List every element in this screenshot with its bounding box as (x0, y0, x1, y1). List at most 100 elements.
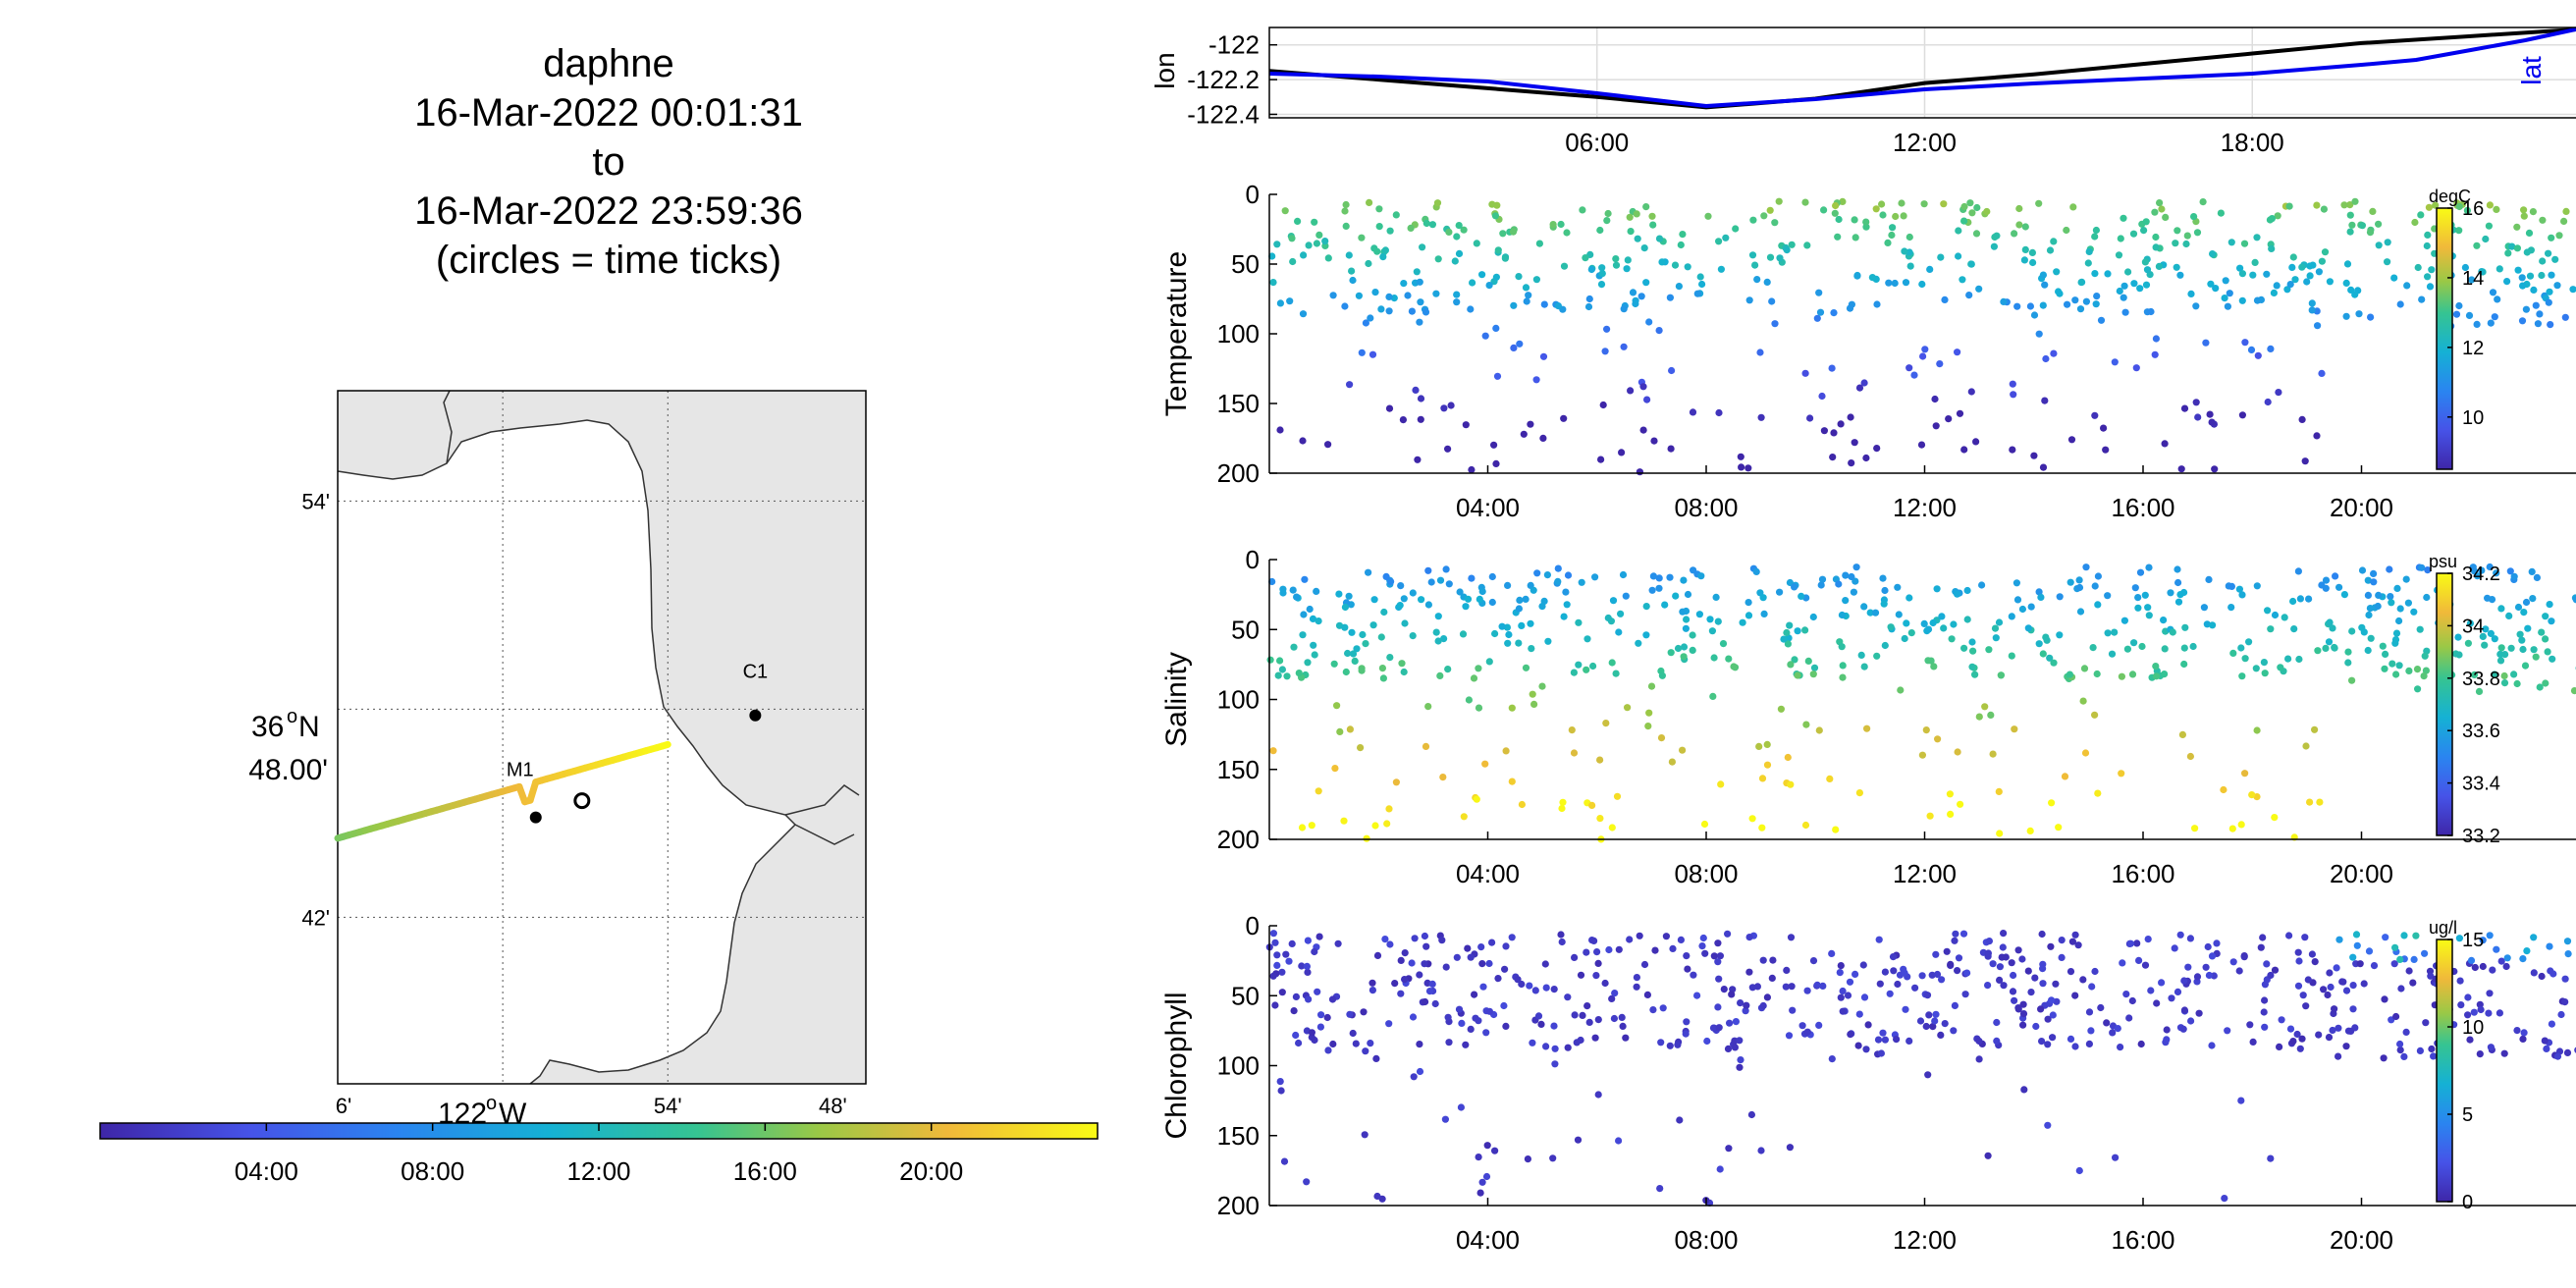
salinity-point (2075, 583, 2084, 592)
chlorophyll-point (1911, 984, 1919, 992)
salinity-point (1336, 727, 1344, 736)
temperature-point (2351, 291, 2359, 298)
salinity-point (1887, 623, 1895, 631)
chlorophyll-point (2195, 1009, 2203, 1017)
salinity-point (1975, 713, 1983, 721)
chlorophyll-point (1410, 1073, 1418, 1081)
salinity-point (2046, 654, 2054, 662)
salinity-point (2464, 639, 2472, 647)
temperature-point (1358, 349, 1366, 356)
salinity-point (2161, 671, 2169, 678)
temperature-point (1492, 273, 1500, 281)
temperature-point (2309, 261, 2317, 269)
chlorophyll-point (2302, 1002, 2310, 1010)
temperature-point (1539, 434, 1547, 442)
chlorophyll-point (2538, 972, 2546, 981)
salinity-point (1398, 660, 1406, 668)
temperature-point (2518, 274, 2526, 282)
chlorophyll-point (1285, 957, 1293, 965)
temperature-point (2485, 222, 2493, 230)
salinity-point (1695, 611, 1703, 618)
salinity-point (2277, 664, 2284, 671)
lon-tick-label: -122.2 (1187, 65, 1260, 94)
temperature-point (2519, 282, 2527, 290)
salinity-point (1860, 603, 1868, 611)
lon-lat-time-ticks: 06:00 12:00 18:00 (1565, 128, 2284, 157)
temperature-point (1549, 221, 1557, 229)
chlorophyll-point (2390, 960, 2398, 968)
chlorophyll-point (2049, 1034, 2057, 1042)
chlorophyll-point (2293, 1030, 2301, 1039)
chlorophyll-point (1726, 1019, 1734, 1027)
temperature-point (2152, 335, 2160, 343)
temperature-point (2548, 234, 2555, 242)
salinity-point (1763, 761, 1772, 769)
temperature-point (2162, 213, 2170, 221)
temperature-point (1433, 199, 1442, 207)
map-lat-tick-label: 42' (301, 905, 330, 930)
temperature-point (1679, 231, 1687, 239)
temperature-point (2092, 300, 2100, 308)
chlorophyll-point (1444, 1013, 1452, 1021)
chlorophyll-point (2476, 1050, 2484, 1058)
salinity-point (1873, 652, 1881, 660)
salinity-point (1424, 703, 1432, 711)
salinity-point (2228, 825, 2236, 832)
temperature-point (2020, 256, 2028, 264)
chlorophyll-point (2334, 1024, 2342, 1032)
salinity-point (2500, 679, 2509, 687)
salinity-point (2391, 639, 2399, 647)
chlorophyll-point (1950, 1027, 1958, 1035)
salinity-point (1309, 615, 1317, 623)
chlorophyll-point (1311, 947, 1318, 956)
temperature-point (1626, 213, 1634, 221)
chlorophyll-point (1467, 1025, 1475, 1033)
chlorophyll-point (1386, 940, 1394, 948)
temperature-point (1972, 230, 1981, 238)
colorbar-tick-label: 20:00 (899, 1156, 963, 1186)
chlorophyll-point (1438, 937, 1446, 944)
temperature-point (1655, 235, 1664, 242)
chlorophyll-point (2391, 943, 2399, 951)
salinity-point (1855, 789, 1863, 797)
map-land (337, 390, 866, 1085)
temperature-point (2152, 243, 2160, 251)
temperature-point (1959, 276, 1966, 284)
salinity-point (2094, 789, 2102, 797)
temperature-point (2227, 239, 2235, 246)
temperature-point (1381, 246, 1389, 254)
temperature-point (1434, 255, 1442, 263)
chlorophyll-point (1622, 1034, 1630, 1042)
chlorophyll-point (2333, 964, 2340, 972)
chlorophyll-point (1984, 982, 1992, 990)
temperature-point (1917, 441, 1926, 449)
salinity-point (2570, 687, 2576, 695)
temperature-point (1385, 307, 1393, 315)
chlorophyll-point (2074, 941, 2082, 949)
temperature-point (2288, 263, 2296, 271)
temperature-point (1744, 464, 1752, 472)
salinity-point (1346, 725, 1354, 733)
salinity-point (1289, 586, 1297, 594)
salinity-point (1351, 657, 1359, 666)
temperature-point (1993, 232, 2001, 240)
chlorophyll-point (2163, 1026, 2171, 1034)
chlorophyll-point (2267, 1154, 2275, 1162)
chlorophyll-point (2237, 1097, 2245, 1104)
temperature-point (2030, 452, 2038, 459)
salinity-point (1948, 635, 1956, 643)
salinity-point (1683, 616, 1690, 623)
salinity-point (2375, 591, 2383, 600)
salinity-point (2422, 667, 2430, 674)
salinity-point (2111, 628, 2119, 636)
chlorophyll-point (1316, 1023, 1324, 1031)
chlorophyll-point (1518, 980, 1526, 989)
chlorophyll-point (1346, 1010, 1354, 1018)
map-grid (338, 391, 866, 1084)
salinity-point (2061, 773, 2069, 780)
salinity-point (2238, 672, 2246, 680)
salinity-point (2529, 595, 2537, 603)
chlorophyll-point (1564, 1044, 1572, 1051)
chlorophyll-point (1852, 970, 1859, 979)
salinity-point (1478, 587, 1486, 596)
